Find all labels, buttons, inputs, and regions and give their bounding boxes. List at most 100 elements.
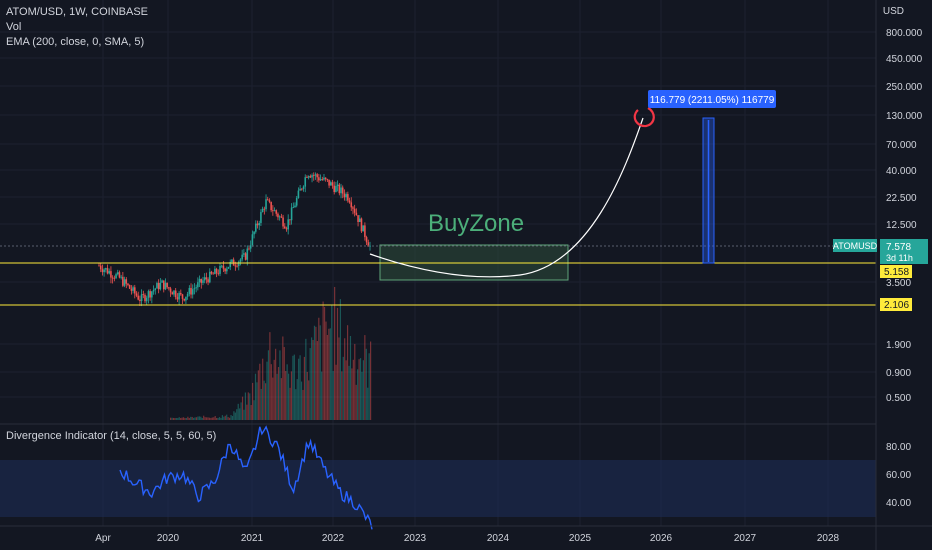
volume-bar <box>208 417 211 420</box>
candle-body <box>283 226 286 229</box>
volume-bar <box>270 364 272 420</box>
volume-bar <box>308 380 310 420</box>
candle-body <box>128 284 131 289</box>
volume-bar <box>228 417 231 420</box>
volume-bar <box>279 350 281 420</box>
volume-bar <box>352 359 354 420</box>
target-badge[interactable] <box>648 90 776 108</box>
legend-volume[interactable]: Vol <box>6 21 22 33</box>
candle-body <box>181 294 184 299</box>
time-axis[interactable]: Apr 2020 2021 2022 2023 2024 2025 2026 2027 2028 <box>95 533 839 544</box>
volume-bar <box>241 396 244 420</box>
volume-bar <box>370 341 372 420</box>
candle-body <box>266 199 269 201</box>
candle-body <box>290 207 293 221</box>
price-axis[interactable]: 800.000 450.000 250.000 130.000 70.000 40.000… <box>886 28 923 404</box>
volume-bar <box>237 403 239 420</box>
level-low-badge <box>880 298 912 311</box>
price-candles <box>98 172 371 307</box>
volume-bar <box>239 408 241 420</box>
candle-body <box>357 215 359 223</box>
volume-bar <box>319 325 321 420</box>
volume-bars <box>170 286 372 420</box>
candle-body <box>328 179 330 186</box>
candle-body <box>237 261 240 267</box>
candle-body <box>208 271 211 283</box>
volume-bar <box>355 384 357 420</box>
candle-body <box>98 265 100 267</box>
osc-tick-label: 80.00 <box>886 442 911 453</box>
oscillator-axis[interactable]: 80.00 60.00 40.00 <box>886 442 911 509</box>
candle-body <box>270 201 272 211</box>
candle-body <box>292 207 295 209</box>
volume-bar <box>345 360 347 420</box>
candle-body <box>116 272 119 275</box>
candle-body <box>176 297 179 300</box>
candle-body <box>120 276 122 278</box>
volume-bar <box>339 299 341 420</box>
candle-body <box>169 288 172 293</box>
candle-body <box>234 265 237 267</box>
volume-bar <box>230 415 232 420</box>
candle-body <box>358 218 361 223</box>
candle-body <box>306 177 308 178</box>
volume-bar <box>226 414 228 420</box>
volume-bar <box>289 387 291 420</box>
candle-body <box>239 259 242 262</box>
volume-bar <box>216 418 218 420</box>
legend-symbol[interactable]: ATOM/USD, 1W, COINBASE <box>6 6 149 18</box>
candle-body <box>106 268 109 274</box>
volume-bar <box>266 361 268 420</box>
buyzone-label: BuyZone <box>428 210 524 237</box>
projection-curve[interactable] <box>369 117 644 278</box>
candle-body <box>142 294 145 295</box>
volume-bar <box>315 326 317 420</box>
volume-bar <box>231 415 234 420</box>
volume-bar <box>191 416 193 420</box>
volume-bar <box>171 417 173 420</box>
volume-bar <box>194 417 196 420</box>
time-tick-label: 2027 <box>734 533 757 544</box>
candle-body <box>304 177 307 187</box>
candle-body <box>362 225 364 232</box>
candle-body <box>256 223 259 226</box>
candle-body <box>336 184 339 186</box>
candle-body <box>130 288 133 291</box>
candle-body <box>302 186 305 189</box>
legend-oscillator[interactable]: Divergence Indicator (14, close, 5, 5, 6… <box>6 430 217 442</box>
candle-body <box>178 292 180 300</box>
candle-body <box>190 287 192 295</box>
volume-bar <box>299 355 301 420</box>
legend-ema[interactable]: EMA (200, close, 0, SMA, 5) <box>6 36 145 48</box>
candle-body <box>297 190 300 198</box>
candle-body <box>365 237 368 243</box>
candle-body <box>198 278 201 283</box>
candle-body <box>122 276 124 286</box>
volume-bar <box>264 383 267 420</box>
candle-body <box>215 268 218 274</box>
time-tick-label: 2024 <box>487 533 510 544</box>
candle-body <box>188 287 191 294</box>
candle-body <box>347 194 349 201</box>
level-high-label: 5.158 <box>884 267 909 278</box>
volume-bar <box>358 359 360 420</box>
candle-body <box>226 268 228 272</box>
volume-bar <box>273 359 275 420</box>
candle-body <box>205 277 208 280</box>
candle-body <box>101 269 104 273</box>
volume-bar <box>349 335 352 420</box>
volume-bar <box>322 301 324 420</box>
osc-tick-label: 60.00 <box>886 470 911 481</box>
volume-bar <box>287 373 290 420</box>
candle-body <box>108 271 111 274</box>
volume-bar <box>323 306 326 420</box>
target-circle[interactable] <box>633 107 655 128</box>
ticker-badge <box>833 239 877 252</box>
volume-bar <box>181 417 183 420</box>
candle-body <box>145 297 148 302</box>
candle-body <box>171 292 174 295</box>
volume-bar <box>290 371 293 420</box>
volume-bar <box>359 358 362 420</box>
volume-bar <box>172 417 175 420</box>
